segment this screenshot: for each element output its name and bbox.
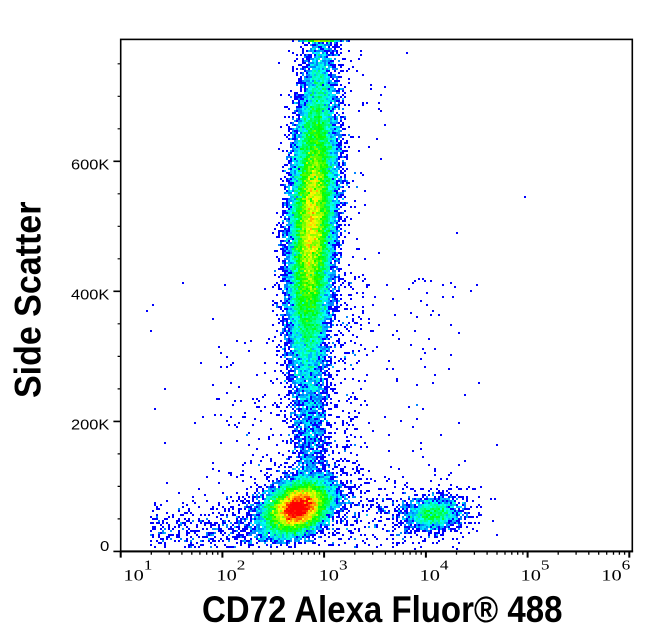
svg-text:0: 0 bbox=[100, 538, 109, 555]
svg-text:400K: 400K bbox=[71, 286, 109, 303]
svg-text:Side Scatter: Side Scatter bbox=[8, 202, 49, 399]
svg-text:CD72 Alexa Fluor® 488: CD72 Alexa Fluor® 488 bbox=[202, 589, 563, 630]
svg-text:200K: 200K bbox=[71, 416, 109, 433]
svg-text:600K: 600K bbox=[71, 156, 109, 173]
